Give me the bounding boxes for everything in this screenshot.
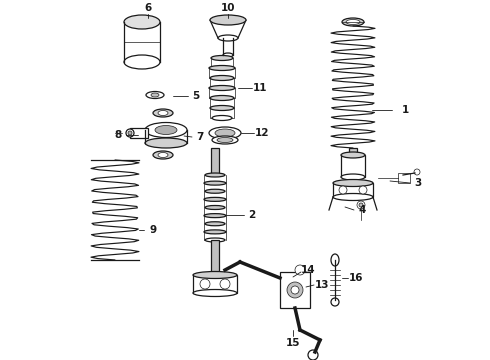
Ellipse shape	[211, 55, 233, 60]
Ellipse shape	[204, 213, 226, 218]
Ellipse shape	[205, 189, 225, 193]
Ellipse shape	[341, 174, 365, 180]
Ellipse shape	[341, 152, 365, 158]
Ellipse shape	[210, 15, 246, 25]
Ellipse shape	[146, 91, 164, 99]
Ellipse shape	[333, 180, 373, 186]
Bar	[211, 148, 219, 178]
Circle shape	[295, 265, 305, 275]
Bar	[204, 199, 226, 207]
Ellipse shape	[204, 230, 226, 234]
Ellipse shape	[331, 254, 339, 266]
Text: 5: 5	[193, 91, 199, 101]
Ellipse shape	[210, 95, 234, 100]
Ellipse shape	[126, 129, 134, 137]
Circle shape	[220, 279, 230, 289]
Bar	[205, 191, 225, 199]
Ellipse shape	[151, 93, 159, 97]
Ellipse shape	[212, 136, 238, 144]
Ellipse shape	[210, 105, 234, 111]
Bar	[130, 128, 148, 138]
Bar	[204, 232, 226, 240]
Circle shape	[359, 203, 363, 207]
Ellipse shape	[153, 151, 173, 159]
Ellipse shape	[158, 153, 168, 158]
Circle shape	[291, 286, 299, 294]
Ellipse shape	[205, 238, 225, 242]
Bar	[205, 207, 225, 216]
Ellipse shape	[209, 86, 235, 90]
Circle shape	[331, 298, 339, 306]
Circle shape	[308, 350, 318, 360]
Ellipse shape	[145, 122, 187, 138]
Ellipse shape	[155, 126, 177, 135]
Ellipse shape	[204, 197, 226, 201]
Bar	[398, 173, 410, 183]
Ellipse shape	[204, 181, 226, 185]
Ellipse shape	[210, 76, 234, 81]
Text: 10: 10	[221, 3, 235, 13]
Ellipse shape	[212, 116, 232, 121]
Polygon shape	[210, 20, 246, 38]
Bar	[210, 108, 234, 118]
Ellipse shape	[215, 129, 235, 137]
Ellipse shape	[205, 222, 225, 226]
Bar	[349, 148, 357, 183]
Text: 6: 6	[145, 3, 151, 13]
Text: 16: 16	[349, 273, 363, 283]
Ellipse shape	[128, 131, 132, 135]
Ellipse shape	[342, 18, 364, 26]
Ellipse shape	[223, 53, 233, 57]
Circle shape	[287, 282, 303, 298]
Ellipse shape	[158, 111, 168, 116]
Text: 13: 13	[315, 280, 329, 290]
Bar	[210, 98, 234, 108]
Bar	[280, 272, 310, 308]
Bar	[209, 88, 235, 98]
Bar	[124, 22, 160, 62]
Ellipse shape	[218, 35, 238, 41]
Text: 4: 4	[358, 205, 366, 215]
Text: 14: 14	[301, 265, 315, 275]
Ellipse shape	[153, 109, 173, 117]
Text: 8: 8	[114, 130, 122, 140]
Bar	[211, 58, 233, 68]
Bar	[204, 216, 226, 224]
Bar	[341, 155, 365, 177]
Bar	[204, 183, 226, 191]
Bar	[205, 224, 225, 232]
Bar	[211, 240, 219, 275]
Ellipse shape	[124, 55, 160, 69]
Ellipse shape	[209, 127, 241, 139]
Text: 2: 2	[248, 210, 256, 220]
Text: 3: 3	[415, 178, 421, 188]
Circle shape	[339, 186, 347, 194]
Text: 7: 7	[196, 132, 204, 142]
Text: 1: 1	[401, 105, 409, 115]
Ellipse shape	[333, 194, 373, 201]
Circle shape	[357, 201, 365, 209]
Bar	[193, 275, 237, 293]
Bar	[209, 68, 235, 78]
Circle shape	[414, 169, 420, 175]
Ellipse shape	[205, 206, 225, 210]
Ellipse shape	[145, 138, 187, 148]
Ellipse shape	[193, 271, 237, 279]
Ellipse shape	[346, 19, 360, 24]
Text: 12: 12	[255, 128, 269, 138]
Bar	[333, 183, 373, 197]
Ellipse shape	[124, 15, 160, 29]
Ellipse shape	[205, 173, 225, 177]
Circle shape	[359, 186, 367, 194]
Ellipse shape	[193, 289, 237, 297]
Text: 15: 15	[286, 338, 300, 348]
Bar	[210, 78, 234, 88]
Bar	[205, 175, 225, 183]
Text: 9: 9	[149, 225, 157, 235]
Ellipse shape	[217, 138, 233, 143]
Circle shape	[200, 279, 210, 289]
Ellipse shape	[209, 66, 235, 71]
Text: 11: 11	[253, 83, 267, 93]
